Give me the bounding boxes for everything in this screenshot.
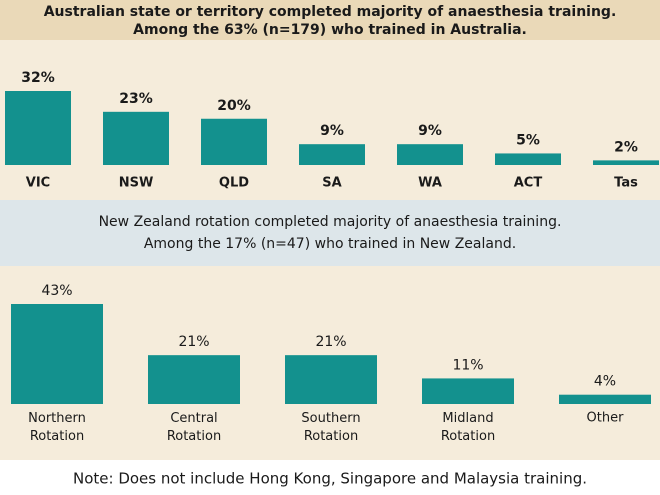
x-tick-label: ACT (514, 176, 543, 191)
x-tick-label: QLD (219, 176, 249, 191)
data-label: 23% (119, 91, 153, 107)
bar (201, 118, 267, 165)
chart-title: New Zealand rotation completed majority … (99, 214, 562, 230)
bar (5, 91, 71, 165)
x-tick-label: Central Rotation (167, 411, 221, 444)
note: Note: Does not include Hong Kong, Singap… (73, 470, 587, 488)
data-label: 11% (452, 357, 483, 373)
x-tick-label: Tas (614, 176, 638, 191)
x-tick-label: Other (587, 411, 625, 426)
bar (593, 160, 659, 165)
x-tick-label: NSW (119, 176, 154, 191)
x-tick-label: WA (418, 176, 442, 191)
bar (422, 378, 514, 404)
data-label: 21% (178, 334, 209, 350)
data-label: 20% (217, 98, 251, 114)
data-label: 9% (418, 123, 442, 139)
bar (285, 355, 377, 404)
chart-title: Australian state or territory completed … (44, 4, 617, 20)
title-band (0, 0, 660, 40)
bar (148, 355, 240, 404)
data-label: 2% (614, 139, 638, 155)
x-tick-label: VIC (26, 176, 50, 191)
bar (299, 144, 365, 165)
title-band (0, 200, 660, 266)
bar (559, 394, 651, 404)
data-label: 9% (320, 123, 344, 139)
bar (397, 144, 463, 165)
data-label: 21% (315, 334, 346, 350)
x-tick-label: Southern Rotation (301, 411, 360, 444)
bar (11, 304, 103, 404)
data-label: 43% (41, 283, 72, 299)
data-label: 4% (594, 374, 616, 390)
data-label: 5% (516, 132, 540, 148)
x-tick-label: SA (322, 176, 341, 191)
bar (103, 111, 169, 165)
chart-title: Among the 63% (n=179) who trained in Aus… (133, 22, 527, 38)
x-tick-label: Northern Rotation (28, 411, 86, 444)
chart-title: Among the 17% (n=47) who trained in New … (144, 236, 516, 252)
x-tick-label: Midland Rotation (441, 411, 495, 444)
bar (495, 153, 561, 165)
data-label: 32% (21, 70, 55, 86)
